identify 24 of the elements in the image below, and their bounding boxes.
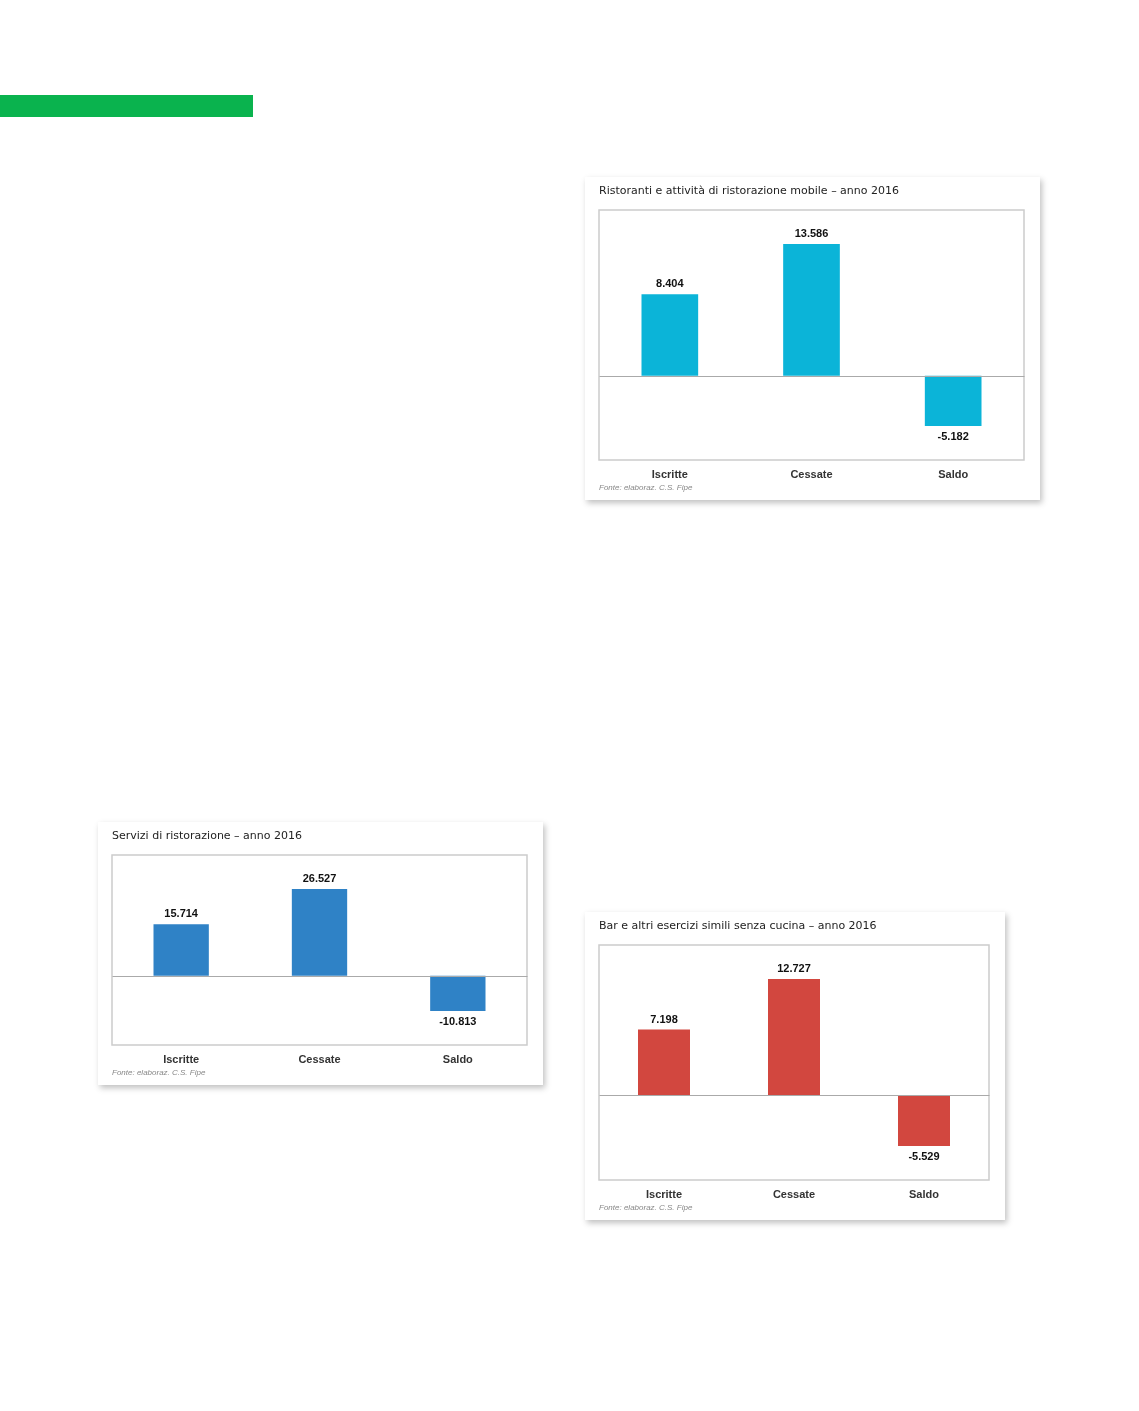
data-label: 7.198 — [650, 1012, 678, 1025]
chart-title: Ristoranti e attività di ristorazione mobile – anno 2016 — [599, 184, 900, 197]
data-label: -10.813 — [439, 1015, 477, 1027]
x-tick-label: Saldo — [442, 1052, 474, 1065]
data-label: -5.182 — [937, 430, 969, 442]
chart-title: Servizi di ristorazione – anno 2016 — [112, 829, 303, 842]
source-note: Fonte: elaboraz. C.S. Fipe — [599, 1203, 694, 1212]
source-note: Fonte: elaboraz. C.S. Fipe — [599, 483, 694, 492]
data-label: 12.727 — [777, 962, 811, 974]
data-label: 8.404 — [656, 277, 685, 290]
x-tick-label: Iscritte — [163, 1052, 200, 1065]
x-tick-label: Cessate — [790, 467, 833, 480]
x-tick-label: Cessate — [772, 1187, 816, 1200]
data-label: -5.529 — [908, 1150, 940, 1162]
x-tick-label: Iscritte — [645, 1187, 683, 1200]
chart-title: Bar e altri esercizi simili senza cucina – anno 2016 — [599, 919, 877, 932]
x-tick-label: Saldo — [909, 1187, 940, 1200]
x-tick-label: Iscritte — [651, 467, 688, 480]
data-label: 13.586 — [794, 227, 829, 239]
x-tick-label: Cessate — [298, 1052, 341, 1065]
data-label: 15.714 — [164, 907, 199, 920]
x-tick-label: Saldo — [938, 467, 969, 480]
source-note: Fonte: elaboraz. C.S. Fipe — [112, 1068, 207, 1077]
data-label: 26.527 — [302, 872, 337, 884]
